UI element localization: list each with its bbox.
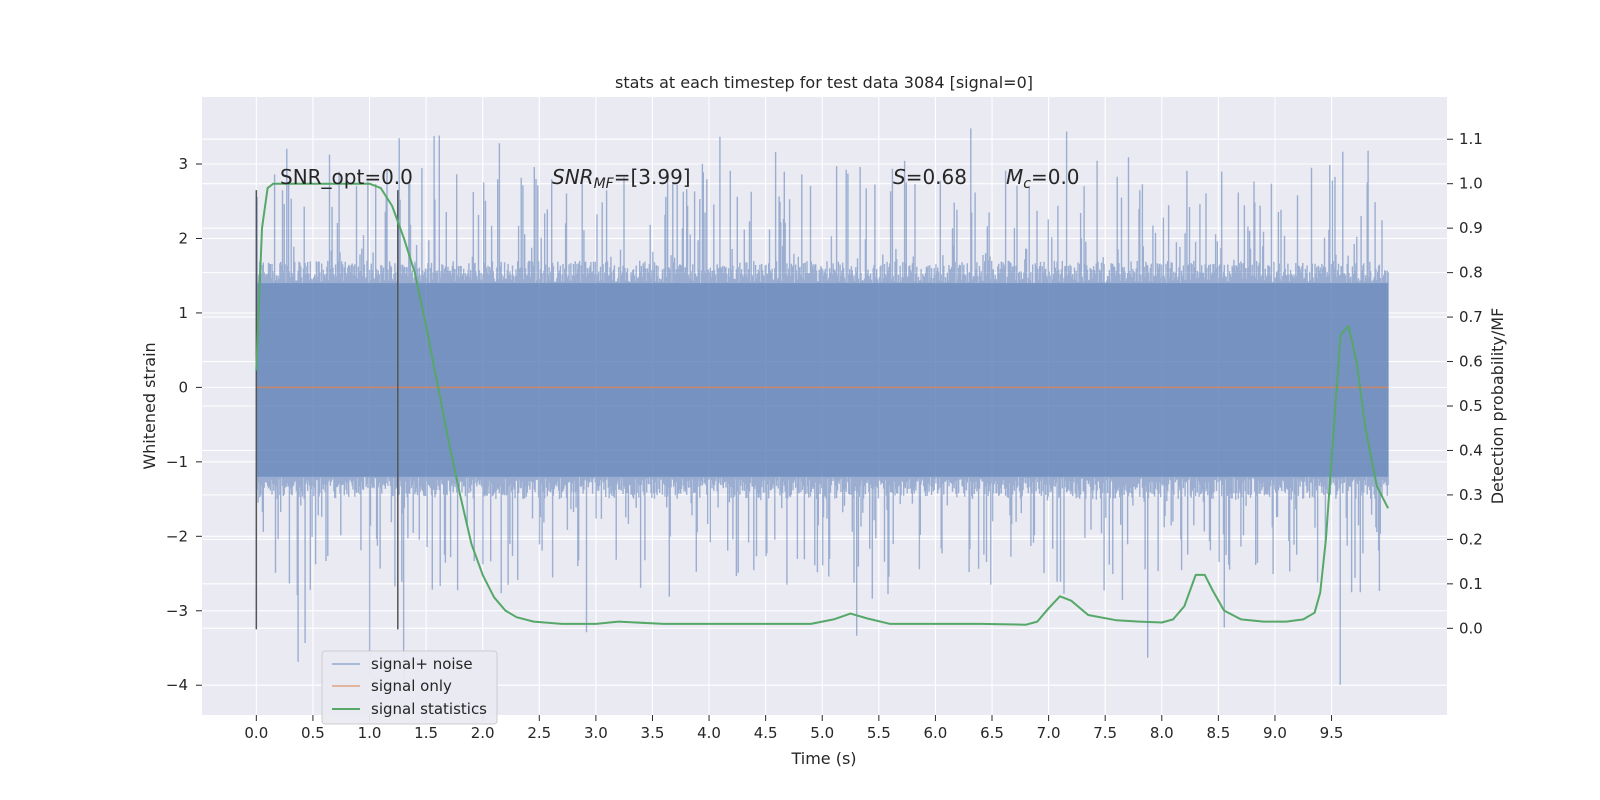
annotation-s-main: S bbox=[893, 165, 906, 189]
annotation-snr-opt: SNR_opt=0.0 bbox=[280, 165, 413, 189]
x-axis-title: Time (s) bbox=[790, 749, 856, 768]
legend: signal+ noise signal only signal statist… bbox=[321, 650, 498, 725]
x-tick-label: 8.5 bbox=[1206, 724, 1230, 742]
x-tick-label: 5.0 bbox=[810, 724, 834, 742]
annotation-snr-mf: SNRMF=[3.99] bbox=[552, 165, 691, 192]
y-axis-title: Whitened strain bbox=[140, 342, 159, 469]
x-tick-label: 0.5 bbox=[301, 724, 325, 742]
x-tick-label: 2.0 bbox=[471, 724, 495, 742]
legend-label-signal-only: signal only bbox=[371, 677, 452, 695]
legend-label-signal-plus-noise: signal+ noise bbox=[371, 655, 473, 673]
annotation-snr-mf-main: SNR bbox=[552, 165, 594, 189]
x-tick-label: 1.5 bbox=[414, 724, 438, 742]
x-tick-label: 5.5 bbox=[867, 724, 891, 742]
y-tick-label: −3 bbox=[166, 602, 188, 620]
y-tick-label: −1 bbox=[166, 453, 188, 471]
y-tick-label: 0 bbox=[178, 378, 188, 396]
x-tick-label: 6.0 bbox=[923, 724, 947, 742]
y2-tick-label: 0.5 bbox=[1459, 397, 1483, 415]
legend-label-signal-statistics: signal statistics bbox=[371, 700, 487, 718]
y2-tick-label: 0.4 bbox=[1459, 441, 1483, 459]
x-tick-label: 3.0 bbox=[584, 724, 608, 742]
annotation-snr-mf-sub: MF bbox=[594, 176, 615, 192]
signal-statistics-line bbox=[255, 182, 1389, 626]
x-axis-ticks: 0.0 0.5 1.0 1.5 2.0 2.5 3.0 3.5 4.0 4.5 5.0 5.5 6.0 6… bbox=[244, 715, 1343, 742]
signal-plus-noise-series bbox=[255, 128, 1389, 685]
y2-tick-label: 0.9 bbox=[1459, 219, 1483, 237]
x-tick-label: 8.0 bbox=[1150, 724, 1174, 742]
y2-tick-label: 1.1 bbox=[1459, 130, 1483, 148]
annotation-snr-mf-value: =[3.99] bbox=[614, 165, 691, 189]
y2-tick-label: 0.6 bbox=[1459, 353, 1483, 371]
annotation-mc-sub: c bbox=[1023, 176, 1031, 192]
y-tick-label: 1 bbox=[178, 304, 188, 322]
y2-axis-ticks: 0.0 0.1 0.2 0.3 0.4 0.5 0.6 0.7 0.8 0.9 1.0 1.1 bbox=[1447, 130, 1483, 637]
y2-tick-label: 0.1 bbox=[1459, 575, 1483, 593]
y2-tick-label: 0.8 bbox=[1459, 264, 1483, 282]
signal-plus-noise-band bbox=[256, 283, 1389, 477]
x-tick-label: 2.5 bbox=[527, 724, 551, 742]
vertical-markers bbox=[255, 190, 399, 630]
x-tick-label: 0.0 bbox=[244, 724, 268, 742]
x-tick-label: 4.0 bbox=[697, 724, 721, 742]
annotation-mc-value: =0.0 bbox=[1031, 165, 1080, 189]
y-axis-ticks: −4 −3 −2 −1 0 1 2 3 bbox=[166, 155, 202, 694]
x-tick-label: 3.5 bbox=[641, 724, 665, 742]
y2-tick-label: 0.0 bbox=[1459, 619, 1483, 637]
x-tick-label: 9.5 bbox=[1320, 724, 1344, 742]
annotation-s: S=0.68 bbox=[893, 165, 967, 189]
y2-axis-title: Detection probability/MF bbox=[1488, 308, 1507, 505]
signal-statistics-series bbox=[255, 182, 1389, 626]
y-tick-label: −2 bbox=[166, 527, 188, 545]
chart-title: stats at each timestep for test data 308… bbox=[615, 73, 1033, 92]
x-tick-label: 6.5 bbox=[980, 724, 1004, 742]
y-tick-label: −4 bbox=[166, 676, 188, 694]
x-tick-label: 7.5 bbox=[1093, 724, 1117, 742]
y-tick-label: 2 bbox=[178, 229, 188, 247]
y2-tick-label: 0.3 bbox=[1459, 486, 1483, 504]
legend-box bbox=[321, 650, 498, 725]
y2-tick-label: 0.2 bbox=[1459, 530, 1483, 548]
x-tick-label: 4.5 bbox=[754, 724, 778, 742]
annotation-mc: Mc=0.0 bbox=[1006, 165, 1080, 192]
y-tick-label: 3 bbox=[178, 155, 188, 173]
y2-tick-label: 0.7 bbox=[1459, 308, 1483, 326]
x-tick-label: 1.0 bbox=[358, 724, 382, 742]
x-tick-label: 7.0 bbox=[1037, 724, 1061, 742]
annotation-mc-main: M bbox=[1006, 165, 1023, 189]
annotation-s-value: =0.68 bbox=[906, 165, 967, 189]
x-tick-label: 9.0 bbox=[1263, 724, 1287, 742]
y2-tick-label: 1.0 bbox=[1459, 175, 1483, 193]
